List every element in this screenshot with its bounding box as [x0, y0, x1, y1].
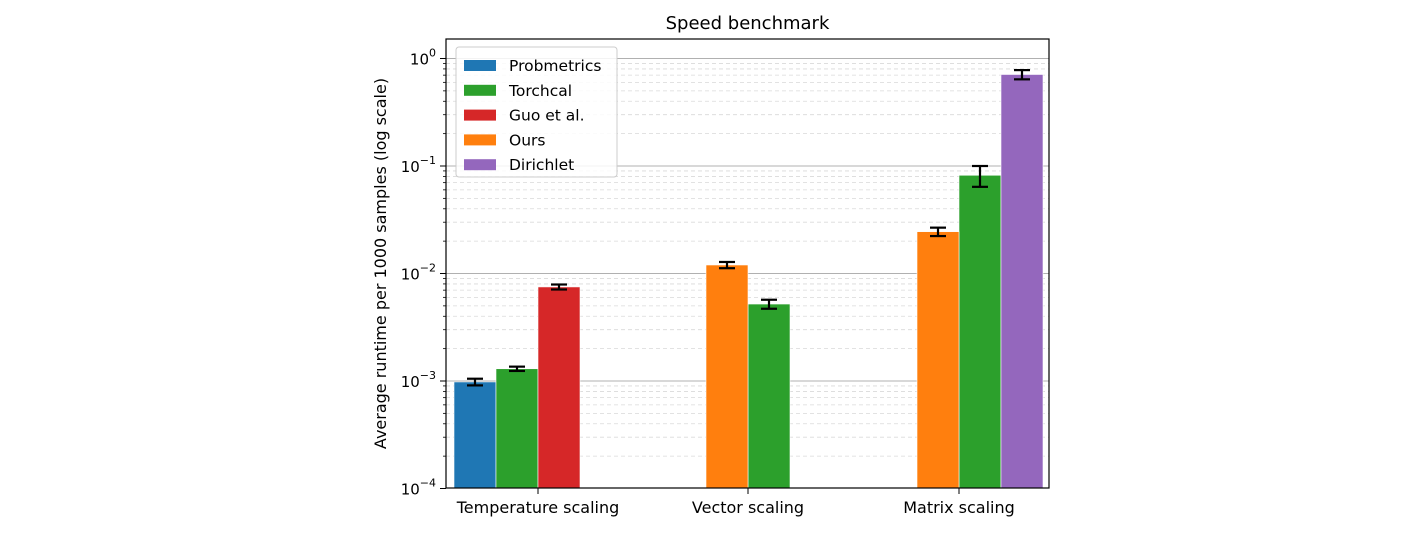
bar-torchcal	[958, 174, 1002, 489]
legend-label: Dirichlet	[509, 156, 574, 174]
error-bar-ours	[719, 260, 735, 270]
y-tick-label: 10−2	[401, 262, 436, 284]
legend-item-ours: Ours	[464, 131, 545, 149]
bar-torchcal	[495, 368, 539, 489]
legend-label: Torchcal	[508, 82, 572, 100]
legend-swatch	[464, 109, 496, 121]
error-bar-torchcal	[761, 298, 777, 310]
legend-item-torchcal: Torchcal	[464, 82, 572, 100]
bar-guo-et-al	[537, 286, 581, 489]
legend-item-dirichlet: Dirichlet	[464, 156, 574, 174]
bar-ours	[705, 264, 749, 489]
x-tick-label: Vector scaling	[692, 498, 804, 517]
error-bar-guo-et-al	[551, 283, 567, 291]
y-axis-ticks: 10−4 10−3 10−2 10−1 100	[401, 47, 446, 499]
legend: Probmetrics Torchcal Guo et al. Ours Dirichl…	[455, 46, 618, 178]
legend-swatch	[464, 134, 496, 146]
y-tick-label: 10−3	[401, 369, 436, 391]
bar-probmetrics	[453, 381, 497, 489]
error-bars	[467, 68, 1030, 387]
bar-torchcal	[747, 303, 791, 489]
y-tick-label: 100	[410, 47, 436, 69]
x-tick-label: Matrix scaling	[903, 498, 1015, 517]
legend-item-probmetrics: Probmetrics	[464, 57, 601, 75]
bar-dirichlet	[1000, 74, 1044, 489]
legend-item-guo-et-al: Guo et al.	[464, 107, 585, 125]
legend-label: Guo et al.	[509, 107, 585, 125]
bars	[453, 74, 1044, 489]
y-tick-label: 10−1	[401, 154, 436, 176]
legend-box	[455, 46, 618, 178]
error-bar-ours	[930, 226, 946, 238]
x-axis-ticks: Temperature scaling Vector scaling Matrix …	[456, 488, 1015, 517]
legend-label: Probmetrics	[509, 57, 601, 75]
chart-title: Speed benchmark	[666, 13, 830, 34]
legend-label: Ours	[509, 131, 545, 149]
legend-swatch	[464, 84, 496, 96]
bar-ours	[916, 231, 960, 489]
y-tick-label: 10−4	[401, 477, 436, 499]
legend-swatch	[464, 60, 496, 71]
error-bar-torchcal	[509, 365, 525, 373]
x-tick-label: Temperature scaling	[456, 498, 620, 517]
error-bar-probmetrics	[467, 377, 483, 387]
legend-swatch	[464, 159, 496, 171]
error-bar-dirichlet	[1014, 68, 1030, 81]
error-bar-torchcal	[972, 164, 988, 188]
y-axis-label: Average runtime per 1000 samples (log sc…	[371, 78, 390, 449]
